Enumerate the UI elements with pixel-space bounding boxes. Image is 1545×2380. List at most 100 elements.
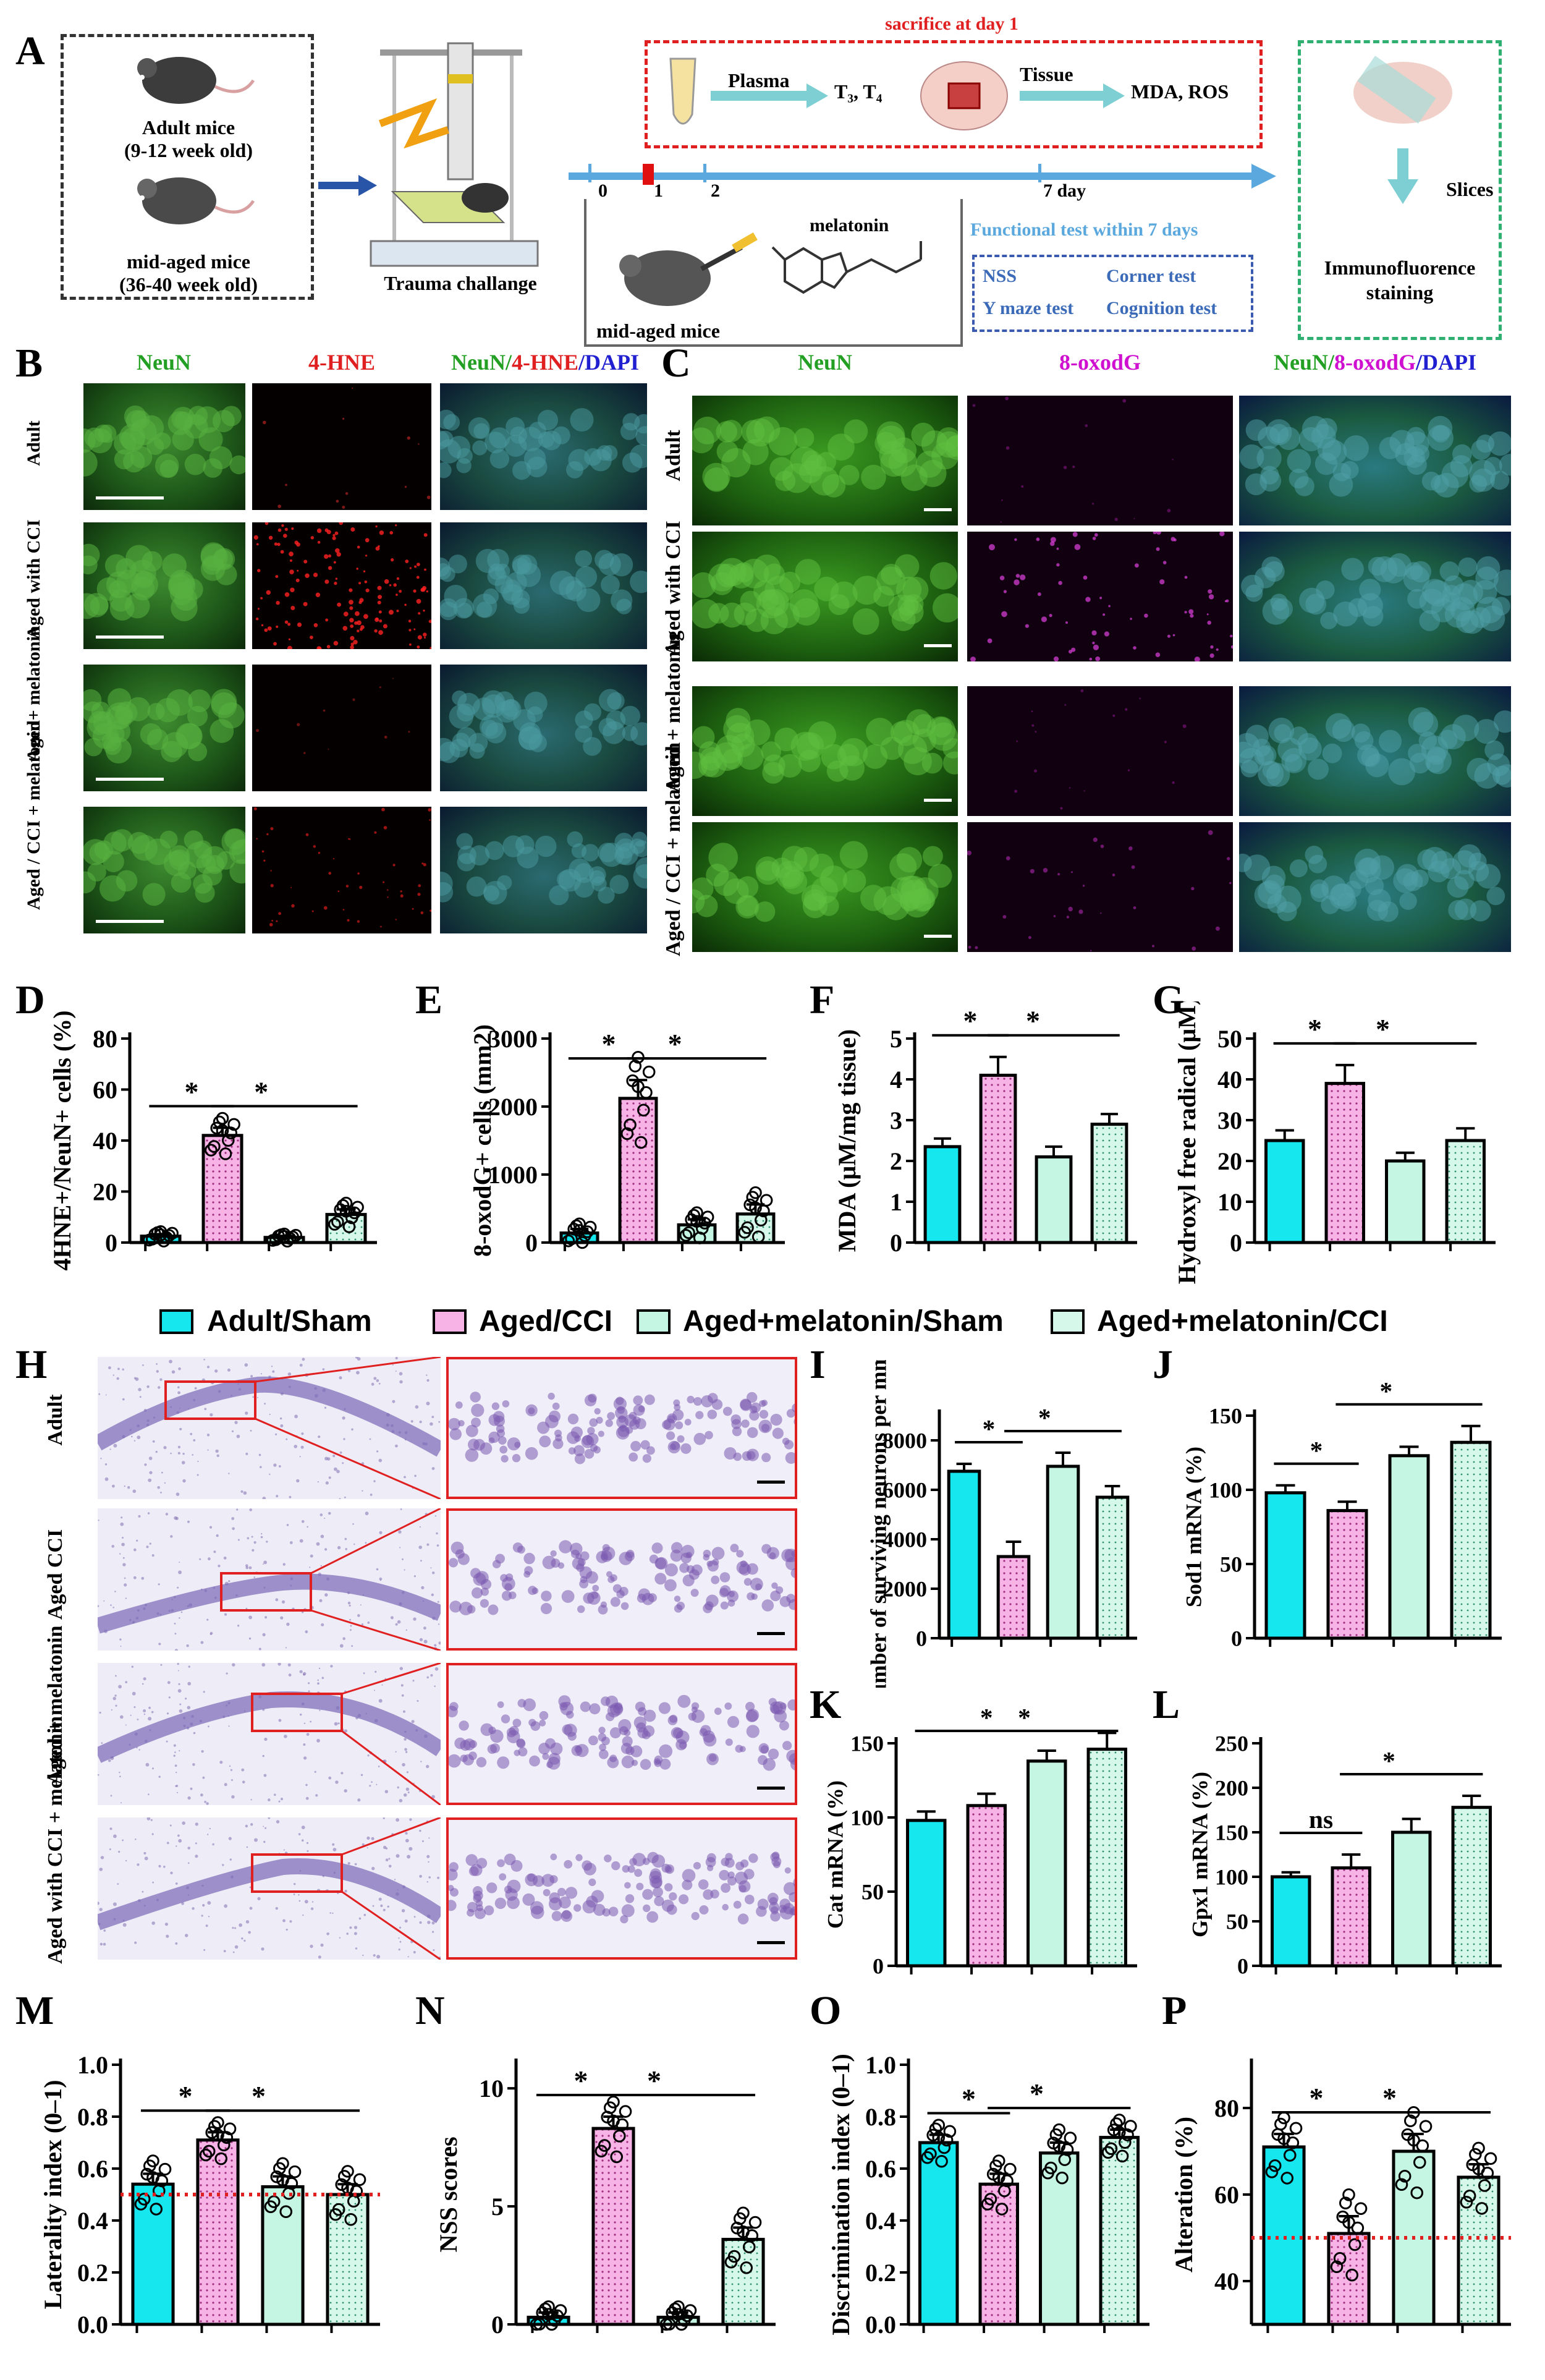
data-point	[270, 2170, 284, 2183]
panel-j-label: J	[1153, 1342, 1173, 1387]
mid-aged-mouse-icon	[137, 177, 255, 224]
y-tick-label: 50	[861, 1880, 884, 1905]
bar	[1086, 1748, 1127, 1968]
data-point	[1333, 2252, 1347, 2265]
data-point	[932, 2131, 946, 2144]
significance-label: *	[179, 2080, 193, 2112]
data-point	[693, 1231, 706, 1244]
b-row-adult: Adult	[23, 420, 44, 466]
panel-l-label: L	[1153, 1682, 1180, 1727]
y-tick-label: 0.6	[77, 2155, 108, 2183]
significance-label: *	[1376, 1013, 1390, 1045]
y-tick-label: 80	[1214, 2094, 1239, 2122]
y-tick-label: 0.6	[865, 2155, 896, 2183]
y-tick-label: 2000	[883, 1577, 927, 1602]
bar	[1090, 1123, 1128, 1244]
c-col-neun: NeuN	[798, 350, 852, 375]
data-point	[1413, 2156, 1426, 2169]
b-neun-tile	[83, 807, 245, 933]
data-point	[935, 2154, 948, 2168]
y-axis-label: Discrimination index (0–1)	[827, 2054, 855, 2335]
legend-mel: Aged+melatonin/Sham	[683, 1305, 1004, 1338]
data-point	[749, 1201, 762, 1215]
y-tick-label: 8000	[883, 1429, 927, 1453]
scale-bar	[96, 778, 164, 781]
data-point	[1339, 2196, 1352, 2210]
y-tick-label: 100	[850, 1806, 884, 1830]
data-point	[1112, 2126, 1126, 2139]
significance-label: *	[1026, 1005, 1040, 1037]
y-tick-label: 80	[93, 1025, 117, 1053]
bar	[261, 2185, 305, 2326]
data-point	[701, 1210, 714, 1224]
data-point	[158, 2162, 172, 2176]
data-point	[1342, 2188, 1355, 2201]
y-tick-label: 30	[1217, 1107, 1242, 1134]
data-point	[984, 2193, 997, 2206]
data-point	[331, 1215, 344, 1228]
scale-bar	[924, 644, 952, 647]
c-neun-tile	[692, 396, 958, 525]
data-point	[727, 2250, 741, 2263]
data-point	[1398, 2170, 1412, 2183]
h-overview-overlay	[98, 1663, 441, 1805]
mouse-injection-icon	[619, 232, 758, 306]
chart-m: 0.0 0.2 0.4 0.6 0.8 1.0 Laterality index (0–1)…	[39, 2051, 380, 2339]
h-row-aged-cci: Aged CCI	[44, 1529, 67, 1620]
legend-melcci: Aged+melatonin/CCI	[1097, 1305, 1388, 1338]
y-tick-label: 0	[873, 1954, 884, 1979]
y-tick-label: 1000	[488, 1161, 538, 1189]
data-point	[1060, 2143, 1074, 2156]
bar	[1451, 1806, 1492, 1968]
data-point	[214, 2152, 228, 2165]
bar	[721, 2238, 765, 2326]
data-point	[1110, 2117, 1123, 2130]
data-point	[742, 2240, 756, 2254]
y-tick-label: 4	[890, 1066, 902, 1094]
data-point	[642, 1065, 656, 1079]
c-merge-tile	[1239, 686, 1511, 816]
chart-g: 0 10 20 30 40 50 Hydroxyl free radical (μM) * *	[1173, 1001, 1496, 1284]
data-point	[1330, 2260, 1344, 2274]
y-tick-label: 0	[1230, 1229, 1242, 1257]
data-point	[210, 1121, 224, 1135]
data-point	[1283, 2149, 1297, 2162]
bar	[1264, 1491, 1306, 1640]
bar	[1391, 1830, 1432, 1968]
significance-label: *	[647, 2065, 661, 2096]
y-tick-label: 20	[1217, 1147, 1242, 1175]
data-point	[679, 1228, 693, 1242]
data-point	[1419, 2120, 1433, 2133]
legend-swatch-aged	[433, 1309, 467, 1334]
b-col-merge: NeuN/4-HNE/DAPI	[451, 350, 639, 375]
y-axis-label: MDA (μM/mg tissue)	[833, 1029, 861, 1252]
adult-mice-text: Adult mice	[142, 116, 235, 138]
data-point	[581, 1225, 594, 1238]
y-tick-label: 1	[890, 1188, 902, 1216]
day-7: 7 day	[1043, 181, 1086, 201]
plasma-tube-icon	[669, 57, 696, 125]
significance-label: *	[254, 1076, 268, 1107]
data-point	[328, 1218, 341, 1231]
y-tick-label: 0.2	[77, 2259, 108, 2287]
data-point	[143, 2159, 156, 2172]
y-tick-label: 40	[1214, 2267, 1239, 2295]
bar	[1046, 1464, 1080, 1640]
h-scale-bar	[757, 1481, 785, 1484]
data-point	[339, 1196, 353, 1210]
immuno-box	[1298, 40, 1502, 340]
brain-slice-icon	[1353, 56, 1452, 124]
data-point	[757, 1204, 770, 1218]
chart-d: 0 20 40 60 80 4HNE+/NeuN+ cells (%) * *	[48, 1010, 377, 1271]
y-tick-label: 0	[1237, 1954, 1248, 1979]
bar	[1095, 1495, 1130, 1640]
data-point	[1064, 2131, 1077, 2144]
c-8oxodg-tile	[967, 532, 1233, 661]
b-col-neun: NeuN	[137, 350, 191, 375]
c-col-8oxodg: 8-oxodG	[1059, 350, 1141, 375]
y-tick-label: 50	[1217, 1025, 1242, 1053]
data-point	[932, 2119, 946, 2132]
data-point	[755, 1213, 768, 1226]
y-axis-label: 4HNE+/NeuN+ cells (%)	[48, 1010, 76, 1270]
